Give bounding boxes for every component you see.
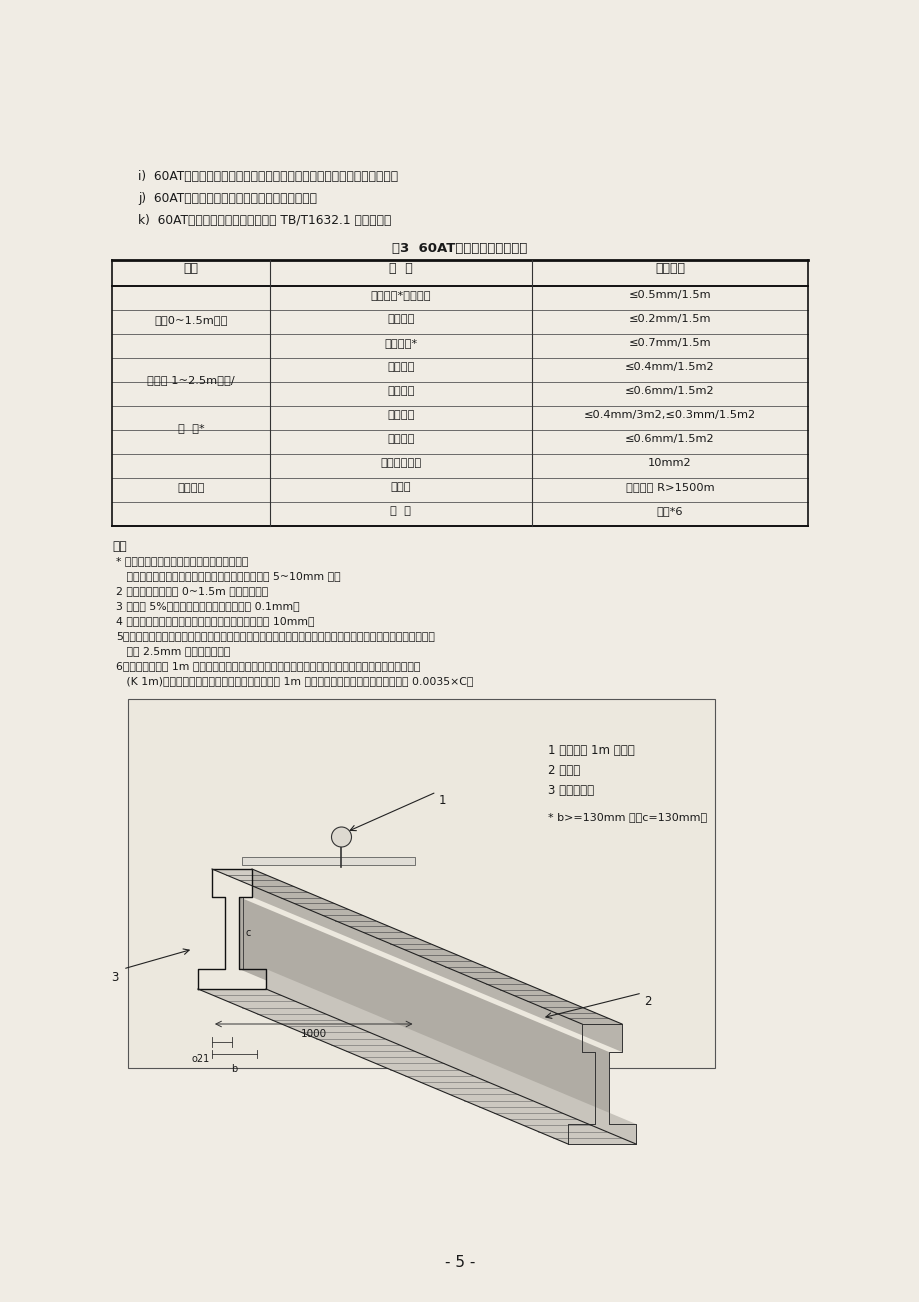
Text: 见注*6: 见注*6 [656, 506, 683, 516]
Text: 超过 2.5mm 时，钉轨判废。: 超过 2.5mm 时，钉轨判废。 [116, 646, 230, 656]
Text: 1: 1 [438, 794, 446, 807]
Text: ≤0.5mm/1.5m: ≤0.5mm/1.5m [628, 290, 710, 299]
Text: c: c [245, 928, 251, 937]
Text: 垂直方向: 垂直方向 [387, 410, 414, 421]
Circle shape [331, 827, 351, 848]
Text: ≤0.4mm/3m2,≤0.3mm/1.5m2: ≤0.4mm/3m2,≤0.3mm/1.5m2 [584, 410, 755, 421]
Text: * 垂直方向平度测量点位置在轨头踭面中心。: * 垂直方向平度测量点位置在轨头踭面中心。 [116, 556, 248, 566]
Text: ≤0.7mm/1.5m: ≤0.7mm/1.5m [628, 339, 710, 348]
Text: （向下）: （向下） [387, 314, 414, 324]
Text: 垂直方向*（向上）: 垂直方向*（向上） [370, 290, 431, 299]
Text: 2 监规；: 2 监规； [548, 764, 580, 777]
Text: 项  目: 项 目 [389, 262, 413, 275]
Text: 弧弯面: 弧弯面 [391, 482, 411, 492]
Text: b: b [231, 1064, 237, 1074]
Text: 距轨端 1~2.5m部位/: 距轨端 1~2.5m部位/ [147, 375, 234, 385]
Text: 轨端0~1.5m部位: 轨端0~1.5m部位 [154, 315, 228, 326]
Text: 2: 2 [643, 995, 651, 1008]
Text: ≤0.2mm/1.5m: ≤0.2mm/1.5m [628, 314, 710, 324]
Text: 水平方向平度测量点位置在轨头侧面距轨踭面以下 5~10mm 处。: 水平方向平度测量点位置在轨头侧面距轨踭面以下 5~10mm 处。 [116, 572, 340, 581]
Text: 3: 3 [111, 971, 119, 984]
Text: * b>=130mm 时，c=130mm。: * b>=130mm 时，c=130mm。 [548, 812, 707, 822]
Text: 4 在处下立式检郡车上，钉轨端部的，组内不应超过 10mm。: 4 在处下立式检郡车上，钉轨端部的，组内不应超过 10mm。 [116, 616, 314, 626]
Text: 1000: 1000 [301, 1029, 326, 1039]
Text: 3 允许有 5%的开展气车超出本标准规定上 0.1mm。: 3 允许有 5%的开展气车超出本标准规定上 0.1mm。 [116, 602, 300, 611]
Text: ≤0.6mm/1.5m2: ≤0.6mm/1.5m2 [625, 434, 714, 444]
Text: ≤0.4mm/1.5m2: ≤0.4mm/1.5m2 [625, 362, 714, 372]
Bar [128, 699, 714, 1068]
Text: 1 剑表轨端 1m 断面；: 1 剑表轨端 1m 断面； [548, 743, 634, 756]
Polygon shape [198, 990, 635, 1144]
Text: 水平方向: 水平方向 [387, 385, 414, 396]
Text: 组  间: 组 间 [390, 506, 411, 516]
Polygon shape [266, 969, 635, 1144]
Text: 水平方向*: 水平方向* [384, 339, 417, 348]
Polygon shape [211, 868, 621, 1023]
Text: 10mm2: 10mm2 [648, 458, 691, 467]
Text: 缝轨余篇: 缝轨余篇 [177, 483, 205, 493]
Text: ≤0.6mm/1.5m2: ≤0.6mm/1.5m2 [625, 385, 714, 396]
Text: - 5 -: - 5 - [444, 1255, 475, 1269]
Polygon shape [242, 857, 415, 865]
Polygon shape [239, 897, 608, 1124]
Text: 允许偏差: 允许偏差 [654, 262, 685, 275]
Text: 垂直方向: 垂直方向 [387, 362, 414, 372]
Text: 3 轨身断面；: 3 轨身断面； [548, 784, 594, 797]
Text: o21: o21 [191, 1055, 210, 1064]
Text: 5当钉轨轨头向上立式检郡车上增加轨梯面的信息时测量时，旨丰测量钉轨端部距与检郡车台面的回距，当回距: 5当钉轨轨头向上立式检郡车上增加轨梯面的信息时测量时，旨丰测量钉轨端部距与检郡车… [116, 631, 435, 641]
Polygon shape [252, 868, 621, 1052]
Text: 弧面半径 R>1500m: 弧面半径 R>1500m [625, 482, 713, 492]
Text: 表3  60AT钉轨的平直度和祖曲: 表3 60AT钉轨的平直度和祖曲 [391, 242, 528, 255]
Text: 6缝轨端部和内之 1m 的横断面之间的相对扇错下图所示进行测量；以轨踭面为测量基准，用特制监规: 6缝轨端部和内之 1m 的横断面之间的相对扇错下图所示进行测量；以轨踭面为测量基… [116, 661, 420, 671]
Text: k)  60AT尖轨热加工部分材料性能按 TB/T1632.1 进行检验。: k) 60AT尖轨热加工部分材料性能按 TB/T1632.1 进行检验。 [138, 214, 391, 227]
Text: 水平方向: 水平方向 [387, 434, 414, 444]
Text: 部位: 部位 [183, 262, 199, 275]
Text: i)  60AT钉轨鍛压段及热影响区应进行正火处理，机械性能不应低于母材。: i) 60AT钉轨鍛压段及热影响区应进行正火处理，机械性能不应低于母材。 [138, 171, 398, 184]
Text: 轨  身*: 轨 身* [177, 423, 204, 434]
Text: j)  60AT钉轨鍛压段及热影响区应进行无损探伤。: j) 60AT钉轨鍛压段及热影响区应进行无损探伤。 [138, 191, 317, 204]
Text: 注：: 注： [112, 540, 127, 553]
Text: 上弯或下弯边: 上弯或下弯边 [380, 458, 421, 467]
Text: (K 1m)对轨底下表面进行测量，钉轨断面与距之 1m 处的断面之间的相对扇错小不应超过 0.0035×C。: (K 1m)对轨底下表面进行测量，钉轨断面与距之 1m 处的断面之间的相对扇错小… [116, 676, 473, 686]
Text: 2 轨身为射去轨端距 0~1.5m 外的全部分。: 2 轨身为射去轨端距 0~1.5m 外的全部分。 [116, 586, 268, 596]
